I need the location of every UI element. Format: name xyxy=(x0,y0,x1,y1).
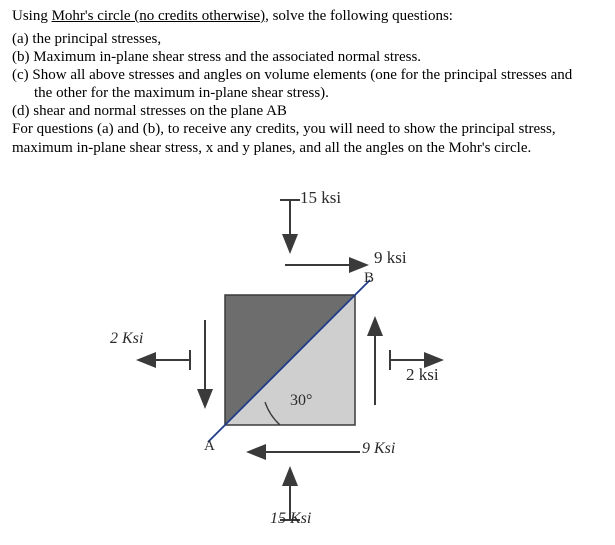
question-c-line2: the other for the maximum in-plane shear… xyxy=(34,85,329,101)
intro-line: Using Mohr's circle (no credits otherwis… xyxy=(12,8,603,25)
note-line1: For questions (a) and (b), to receive an… xyxy=(12,121,603,138)
note-line2: maximum in-plane shear stress, x and y p… xyxy=(12,140,603,157)
label-right-normal: 2 ksi xyxy=(406,365,439,385)
intro-suffix: , solve the following questions: xyxy=(265,8,453,24)
label-a: A xyxy=(204,438,215,455)
label-left-normal: 2 Ksi xyxy=(110,330,143,348)
label-bottom-shear: 9 Ksi xyxy=(362,440,395,458)
question-a: (a) the principal stresses, xyxy=(12,31,603,48)
label-top-normal: 15 ksi xyxy=(300,188,341,208)
question-c-line1: (c) Show all above stresses and angles o… xyxy=(12,67,603,84)
label-angle: 30° xyxy=(290,392,312,410)
question-list: (a) the principal stresses, (b) Maximum … xyxy=(12,31,603,157)
figure-svg xyxy=(130,190,490,530)
question-d: (d) shear and normal stresses on the pla… xyxy=(12,103,603,120)
intro-prefix: Using xyxy=(12,8,52,24)
label-b: B xyxy=(364,270,374,287)
question-b: (b) Maximum in-plane shear stress and th… xyxy=(12,49,603,66)
label-bottom-normal: 15 Ksi xyxy=(270,510,311,528)
intro-underlined: Mohr's circle (no credits otherwise) xyxy=(52,8,265,24)
stress-element-figure: 15 ksi 9 ksi B 2 Ksi 2 ksi 30° A 9 Ksi 1… xyxy=(130,190,490,530)
label-top-shear: 9 ksi xyxy=(374,248,407,268)
